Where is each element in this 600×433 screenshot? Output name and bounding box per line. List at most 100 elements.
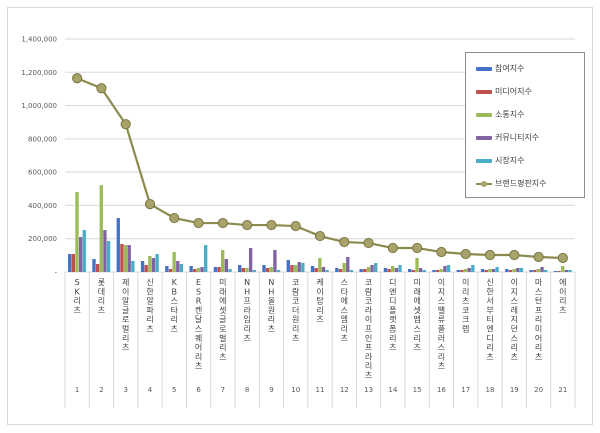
x-category-label: 프 — [535, 306, 542, 315]
x-category-label: 더 — [292, 306, 299, 315]
x-category-label: 퀘 — [195, 334, 202, 343]
x-category-label: K — [75, 287, 81, 296]
x-rank-label: 4 — [148, 386, 153, 394]
x-category-label: 알 — [146, 296, 154, 306]
line-marker — [412, 242, 423, 254]
bar — [265, 268, 270, 272]
bar — [297, 262, 301, 272]
x-category-label: 스 — [341, 306, 348, 315]
x-category-label: 글 — [122, 306, 129, 315]
x-category-label: 이 — [559, 286, 566, 296]
bar — [116, 218, 120, 272]
x-category-label: 셋 — [219, 306, 226, 315]
legend-label: 시장지수 — [495, 156, 525, 165]
x-category-label: 리 — [365, 362, 372, 371]
bar — [318, 258, 322, 272]
y-tick-label: 200,000 — [28, 235, 57, 243]
x-category-label: 로 — [219, 325, 226, 334]
bar — [276, 270, 281, 272]
bar — [321, 267, 326, 272]
x-category-label: 한 — [146, 287, 154, 296]
x-category-label: 리 — [171, 315, 178, 324]
x-rank-label: 16 — [437, 386, 446, 394]
x-category-label: 코 — [292, 278, 299, 287]
x-category-label: 리 — [316, 306, 323, 315]
bar — [553, 271, 558, 272]
x-category-label: 알 — [122, 296, 130, 306]
bar — [456, 270, 460, 272]
x-rank-label: 18 — [486, 386, 495, 394]
x-category-label: 츠 — [389, 343, 396, 352]
x-category-label: 츠 — [511, 352, 518, 361]
bar — [140, 261, 145, 272]
x-rank-label: 14 — [388, 386, 397, 394]
line-marker — [557, 252, 568, 264]
x-category-label: 람 — [365, 287, 373, 296]
legend-label: 미디어지수 — [495, 87, 532, 96]
x-category-label: 랫 — [389, 314, 396, 324]
legend-item-market: 시장지수 — [476, 155, 524, 166]
x-category-label: 밸 — [438, 305, 445, 315]
x-category-label: 리 — [268, 315, 275, 324]
line-marker — [533, 251, 544, 263]
bar — [544, 270, 548, 272]
x-category-label: 스 — [195, 325, 202, 334]
x-category-label: 스 — [341, 278, 348, 287]
x-category-label: 던 — [511, 324, 518, 334]
bar — [172, 252, 176, 272]
bar — [391, 266, 395, 272]
line-marker — [314, 230, 326, 242]
x-category-label: 탑 — [316, 297, 324, 306]
x-category-label: 츠 — [535, 352, 542, 361]
bar — [508, 270, 513, 272]
x-category-label: 신 — [146, 278, 153, 287]
x-category-label: 리 — [292, 325, 299, 334]
x-category-label: 에 — [341, 297, 348, 306]
bar — [168, 269, 173, 272]
bar — [387, 269, 391, 272]
bar — [262, 265, 266, 272]
bar — [519, 268, 524, 272]
x-category-label: 엠 — [341, 314, 348, 324]
x-category-label: 앤 — [389, 286, 396, 296]
bar — [75, 192, 79, 272]
bar — [176, 261, 180, 272]
bar — [446, 265, 451, 272]
x-category-label: 켄 — [195, 305, 202, 315]
x-category-label: 티 — [486, 315, 493, 324]
x-category-label: 원 — [292, 315, 299, 324]
line-marker — [193, 217, 204, 229]
bar — [95, 264, 100, 272]
bar — [394, 268, 399, 272]
y-tick-label: 1,200,000 — [21, 69, 57, 77]
x-rank-label: 19 — [510, 386, 519, 394]
x-category-label: 신 — [486, 278, 493, 287]
bar — [342, 263, 346, 272]
x-category-label: 츠 — [146, 325, 153, 334]
bar — [217, 267, 221, 272]
bar — [228, 269, 232, 272]
x-category-label: 이 — [438, 277, 445, 287]
x-category-label: 제 — [122, 278, 129, 287]
bar — [290, 265, 294, 272]
x-category-label: 로 — [122, 315, 129, 324]
x-rank-label: 8 — [245, 386, 249, 394]
bar — [165, 266, 169, 272]
x-category-label: 엔 — [486, 324, 493, 334]
x-rank-label: 7 — [221, 386, 225, 394]
x-category-label: S — [75, 278, 80, 287]
x-category-label: 지 — [438, 287, 445, 296]
x-category-label: 롯 — [98, 278, 105, 287]
legend-item-participation: 참여지수 — [476, 63, 524, 74]
x-category-label: S — [196, 287, 201, 296]
x-category-label: 파 — [146, 306, 154, 315]
bar — [495, 267, 499, 272]
bar — [439, 269, 443, 272]
x-category-label: 리 — [535, 343, 542, 352]
x-rank-label: 10 — [291, 386, 300, 394]
x-rank-label: 12 — [340, 386, 349, 394]
bar — [443, 266, 447, 272]
x-category-label: 츠 — [171, 325, 178, 334]
legend-item-communication: 소통지수 — [476, 109, 524, 120]
bar — [512, 269, 516, 272]
